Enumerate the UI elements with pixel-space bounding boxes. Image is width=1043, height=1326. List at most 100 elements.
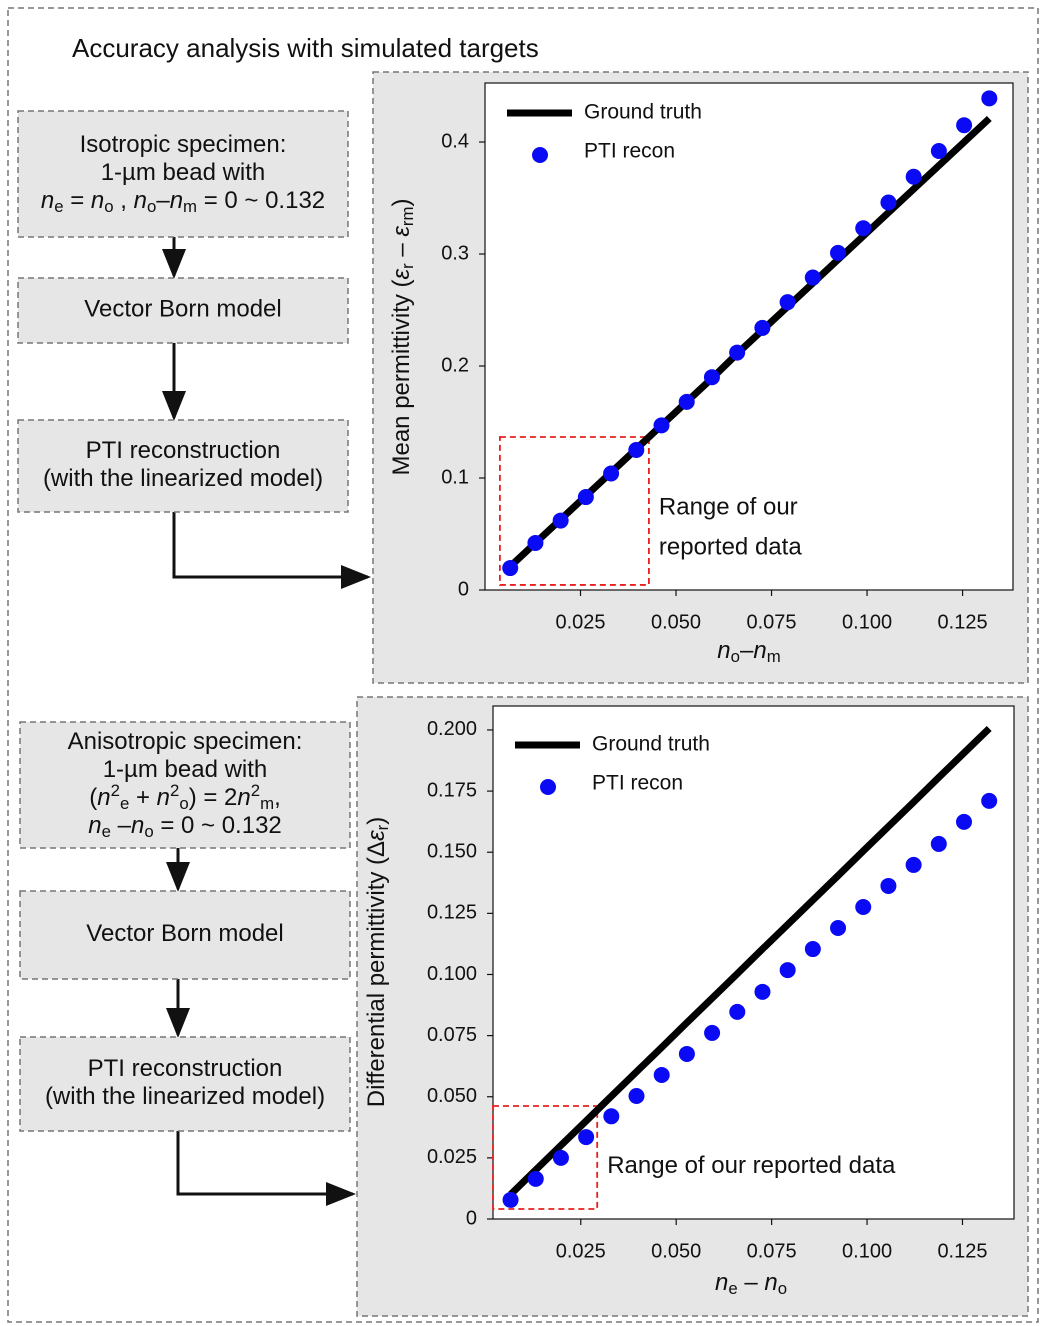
y-tick-label: 0.200 [427,718,477,740]
marker [779,962,796,979]
text-run: Vector Born model [86,920,283,947]
x-tick-label: 0.050 [651,1240,701,1262]
text-run: – [740,637,754,664]
italic-run: n [88,812,101,839]
legend-label: Ground truth [584,101,702,124]
marker [577,489,594,506]
marker [905,168,922,185]
y-tick-label: 0.2 [441,354,469,376]
marker [956,117,973,134]
marker [981,90,998,107]
text-run: ) [363,817,390,825]
arrow [172,512,371,589]
region-box [492,1105,599,1210]
marker [754,319,771,336]
x-tick-label: 0.075 [747,1240,797,1262]
flow-text: Vector Born model [84,296,281,323]
marker [527,534,544,551]
x-tick-label: 0.125 [938,611,988,633]
text-run: ( [89,784,97,811]
subscript: o [731,647,740,666]
marker [729,344,746,361]
y-tick-label: 0.075 [427,1024,477,1046]
marker [628,1088,645,1105]
y-tick-label: 0 [458,578,469,600]
italic-run: n [170,187,183,214]
legend-label: PTI recon [584,140,675,163]
line [508,725,992,1198]
subscript: rm [398,207,417,227]
italic-run: n [97,784,110,811]
outer-frame [7,7,1039,1323]
marker [704,1024,721,1041]
text-run: – [388,237,415,264]
text-run: = 0 ~ 0.132 [197,187,325,214]
text-run: 1-µm bead with [101,159,266,186]
italic-run: n [157,784,170,811]
text-run: – [738,1269,765,1296]
marker [552,1149,569,1166]
italic-run: ε [388,268,415,279]
y-tick-label: 0.025 [427,1146,477,1168]
y-tick-label: 0.050 [427,1085,477,1107]
y-axis-label: Differential permittivity (Δεr) [363,817,392,1107]
y-tick-label: 0.100 [427,963,477,985]
x-axis-label: no–nm [717,637,780,666]
marker [880,877,897,894]
text-run: – [111,812,132,839]
y-axis-label: Mean permittivity (εr – εrm) [388,199,417,476]
legend-swatch [532,147,548,163]
subscript: r [398,263,417,269]
text-run: (with the linearized model) [45,1083,325,1110]
italic-run: ε [388,226,415,237]
italic-run: n [131,812,144,839]
connectors [162,237,371,1206]
flow-text: (n2e + n2o) = 2n2m, [89,781,281,814]
text-run: , [274,784,281,811]
marker [880,194,897,211]
subscript: m [767,647,781,666]
marker [678,393,695,410]
subscript: o [144,822,153,841]
x-tick-label: 0.100 [842,611,892,633]
text-run: – [156,187,170,214]
flow-box [19,890,351,980]
text-run: ) [388,199,415,207]
arrow [176,1131,356,1206]
superscript: 2 [170,781,179,800]
text-run: Anisotropic specimen: [68,728,303,755]
subscript: o [179,794,188,813]
flow-box [17,419,349,513]
text-run: = 0 ~ 0.132 [154,812,282,839]
flow-text: ne = no , no–nm = 0 ~ 0.132 [41,187,325,216]
y-tick-label: 0.1 [441,466,469,488]
marker [502,1191,519,1208]
subscript: e [120,794,129,813]
italic-run: n [753,637,766,664]
marker [830,920,847,937]
marker [930,142,947,159]
marker [804,269,821,286]
marker [855,220,872,237]
figure-title: Accuracy analysis with simulated targets [72,33,539,63]
legend-label: PTI recon [592,772,683,795]
marker [754,983,771,1000]
flow-text: (with the linearized model) [45,1083,325,1110]
x-tick-label: 0.075 [747,611,797,633]
y-tick-label: 0.3 [441,242,469,264]
subscript: o [147,197,156,216]
subscript: m [183,197,197,216]
flow-box [19,721,351,849]
text-run: (with the linearized model) [43,465,323,492]
text-run: ) = 2 [189,784,238,811]
marker [628,442,645,459]
text-run: PTI reconstruction [86,437,281,464]
subscript: e [728,1279,737,1298]
subscript: o [778,1279,787,1298]
marker [955,813,972,830]
italic-run: n [715,1269,728,1296]
superscript: 2 [111,781,120,800]
marker [578,1129,595,1146]
italic-run: n [717,637,730,664]
